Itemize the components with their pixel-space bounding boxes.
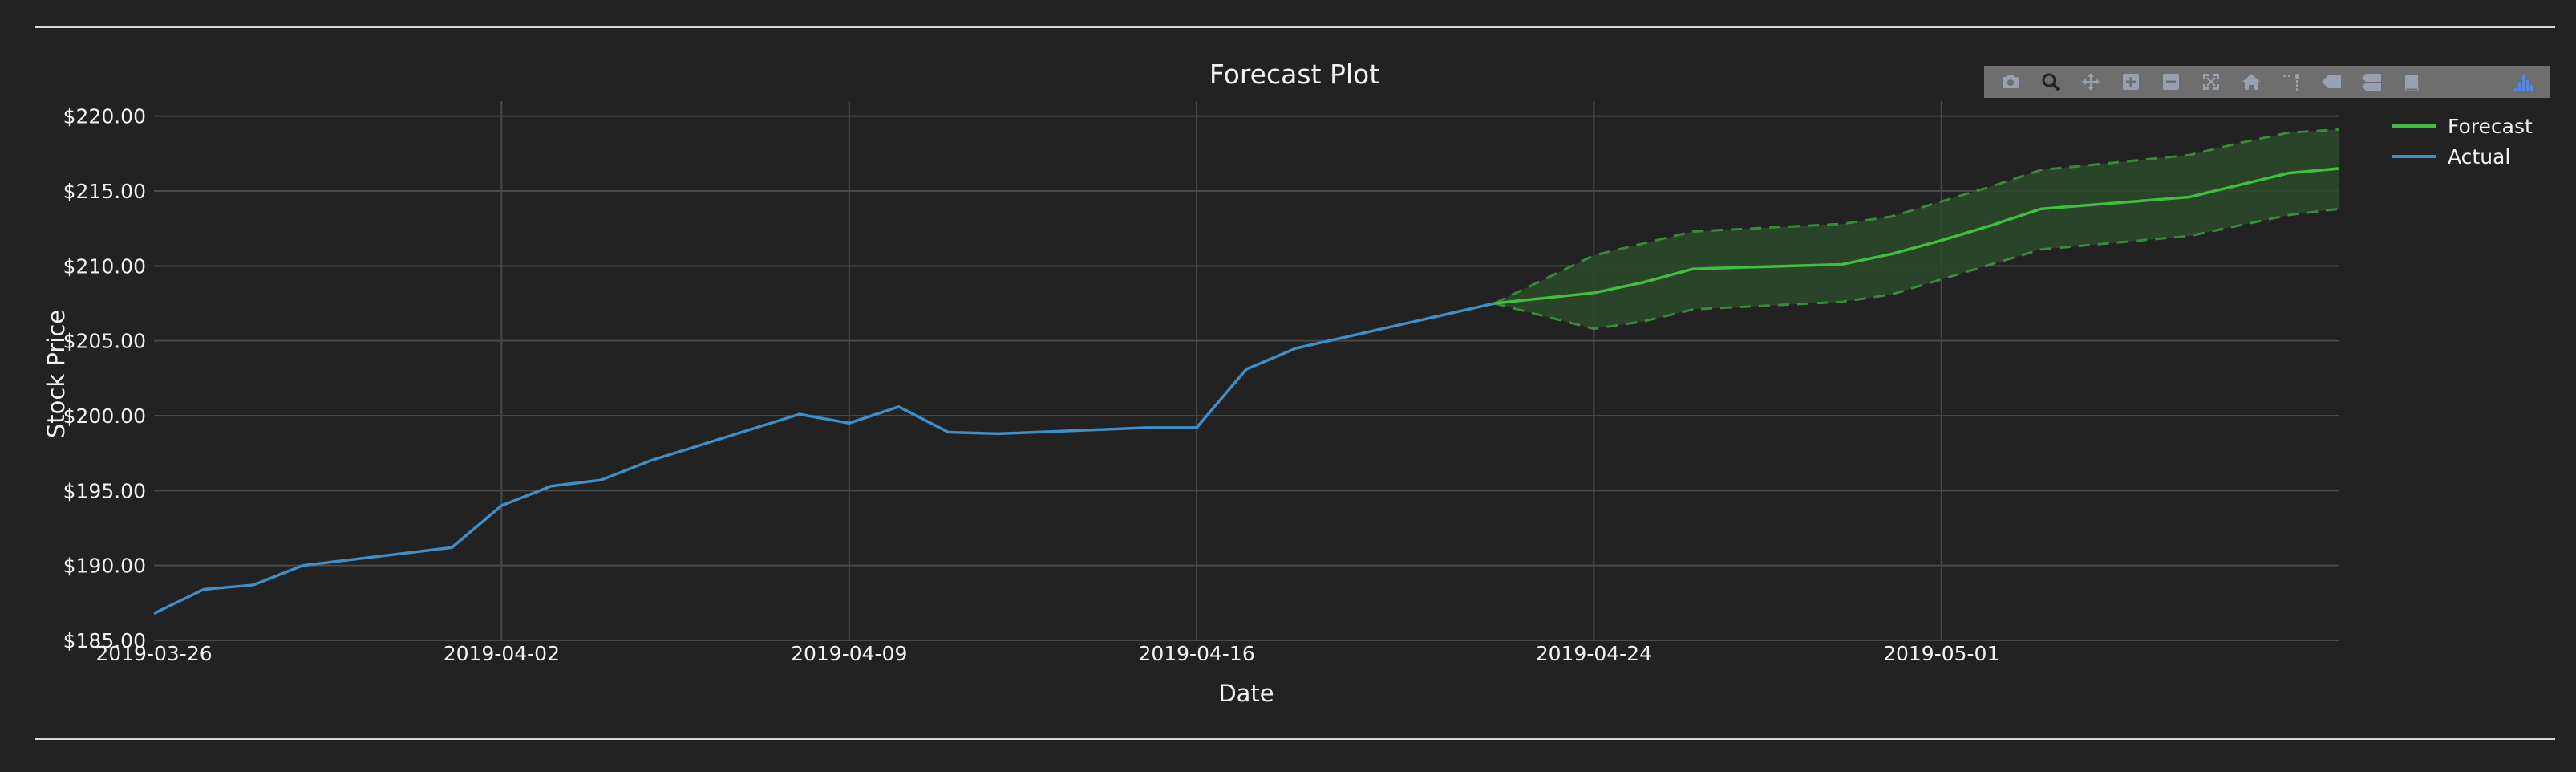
autoscale-icon[interactable] [2194, 68, 2228, 95]
legend[interactable]: Forecast Actual [2392, 115, 2533, 169]
home-icon[interactable] [2234, 68, 2268, 95]
book-icon[interactable] [2395, 68, 2428, 95]
x-tick-label: 2019-04-16 [1138, 642, 1254, 665]
y-axis-label: Stock Price [43, 310, 70, 438]
zoom-in-icon[interactable] [2114, 68, 2148, 95]
grid [154, 101, 2339, 641]
x-axis-label: Date [1218, 680, 1274, 707]
zoom-out-icon[interactable] [2154, 68, 2188, 95]
lower-bound-line [1494, 207, 2339, 331]
legend-label: Forecast [2448, 115, 2533, 138]
confidence-band-area [1494, 129, 2339, 329]
hover-compare-icon[interactable] [2355, 68, 2388, 95]
legend-item-forecast[interactable]: Forecast [2392, 115, 2533, 138]
pan-icon[interactable] [2074, 68, 2108, 95]
y-tick-label: $190.00 [63, 555, 146, 578]
legend-item-actual[interactable]: Actual [2392, 145, 2510, 169]
series-line-actual[interactable] [153, 302, 1495, 615]
y-tick-label: $210.00 [63, 254, 146, 278]
hover-closest-icon[interactable] [2315, 68, 2348, 95]
confidence-band [1493, 128, 2339, 331]
x-tick-label: 2019-04-02 [444, 642, 560, 665]
legend-label: Actual [2448, 145, 2510, 169]
modebar-toolbar [1984, 66, 2550, 98]
x-tick-label: 2019-03-26 [95, 642, 212, 665]
x-tick-label: 2019-04-09 [791, 642, 907, 665]
upper-bound-line [1493, 128, 2339, 305]
x-tick-label: 2019-05-01 [1883, 642, 1999, 665]
y-tick-label: $195.00 [63, 479, 146, 502]
series-lines[interactable] [153, 167, 2339, 615]
tick-labels: $185.00 $190.00 $195.00 $200.00 $205.00 $210.… [63, 105, 2000, 665]
camera-icon[interactable] [1994, 68, 2027, 95]
y-tick-label: $220.00 [63, 105, 146, 128]
zoom-icon[interactable] [2034, 68, 2068, 95]
series-line-forecast[interactable] [1494, 167, 2339, 305]
plotly-logo-icon[interactable] [2507, 68, 2541, 95]
y-tick-label: $185.00 [63, 629, 146, 652]
x-tick-label: 2019-04-24 [1536, 642, 1652, 665]
y-tick-label: $200.00 [63, 404, 146, 428]
spike-lines-icon[interactable] [2274, 68, 2308, 95]
y-tick-label: $205.00 [63, 330, 146, 353]
y-tick-label: $215.00 [63, 180, 146, 203]
chart-title: Forecast Plot [1209, 59, 1379, 90]
